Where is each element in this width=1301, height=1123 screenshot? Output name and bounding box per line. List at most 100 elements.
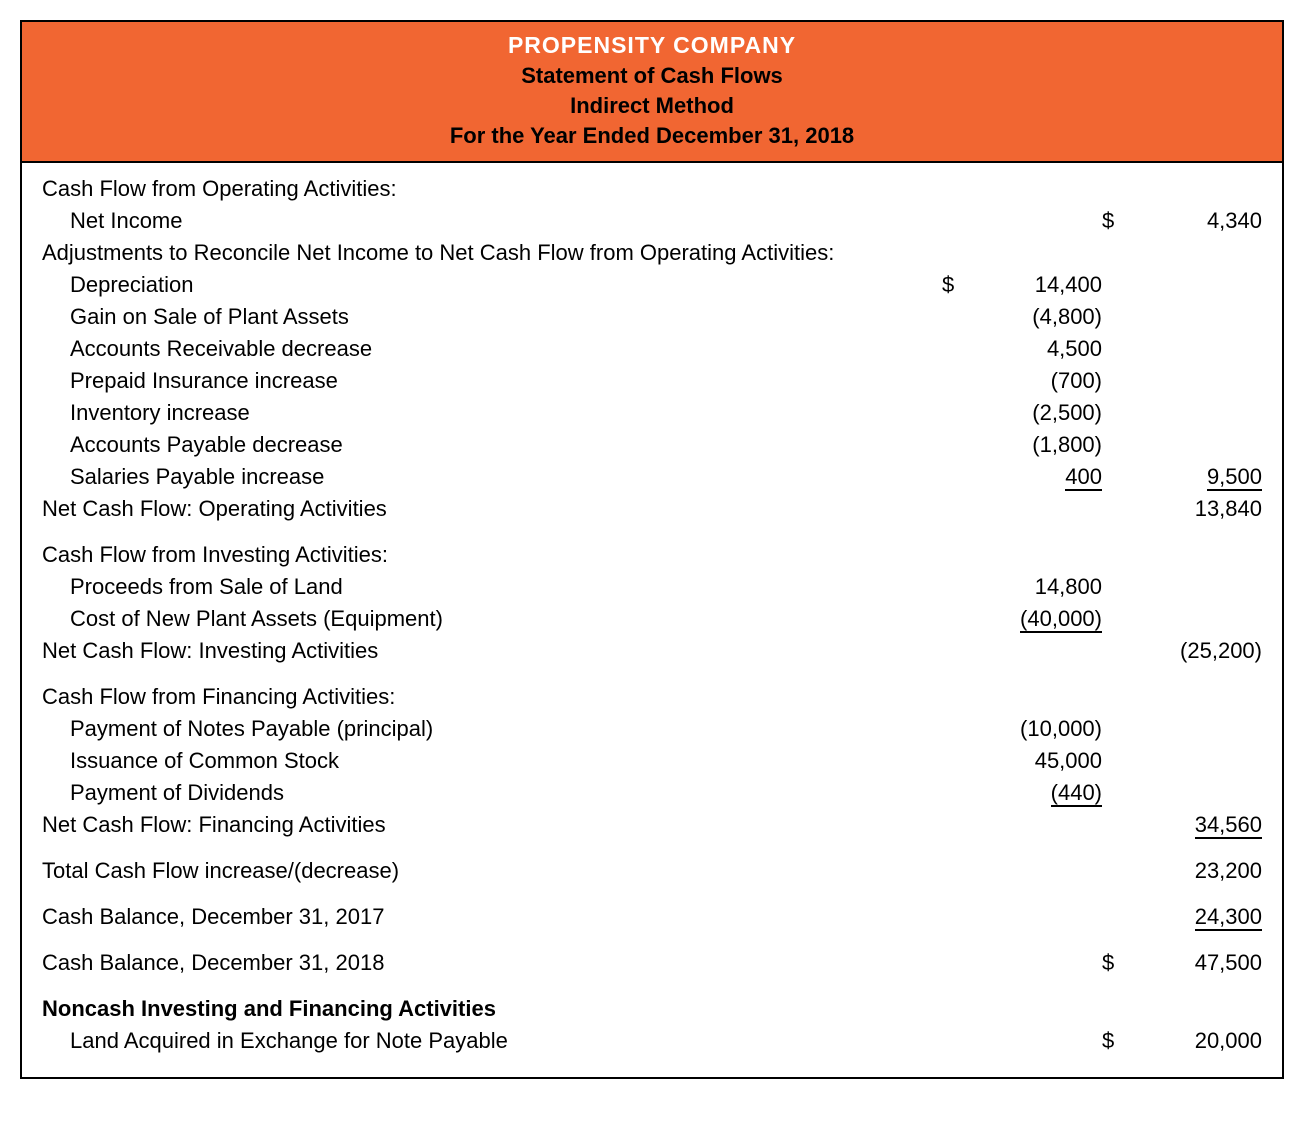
row-col1-value: (440) bbox=[1051, 780, 1102, 807]
row-col1: 4,500 bbox=[942, 333, 1102, 365]
row-label: Net Cash Flow: Operating Activities bbox=[42, 493, 942, 525]
row-col1-value: 45,000 bbox=[1035, 748, 1102, 773]
row-col1-value: 14,400 bbox=[1035, 272, 1102, 297]
statement-row: Total Cash Flow increase/(decrease) 23,20… bbox=[42, 855, 1262, 887]
row-col2: (25,200) bbox=[1102, 635, 1262, 667]
row-col2-value: 9,500 bbox=[1207, 464, 1262, 491]
row-col1: (40,000) bbox=[942, 603, 1102, 635]
statement-row: Net Cash Flow: Operating Activities 13,84… bbox=[42, 493, 1262, 525]
statement-method: Indirect Method bbox=[22, 93, 1282, 119]
row-col2-value: (25,200) bbox=[1180, 638, 1262, 663]
statement-row: Salaries Payable increase 400 9,500 bbox=[42, 461, 1262, 493]
statement-row: Cash Flow from Financing Activities: bbox=[42, 681, 1262, 713]
row-col2-value: 24,300 bbox=[1195, 904, 1262, 931]
row-col2: $47,500 bbox=[1102, 947, 1262, 979]
row-col1-value: (10,000) bbox=[1020, 716, 1102, 741]
statement-row: Net Income $4,340 bbox=[42, 205, 1262, 237]
statement-row: Cash Balance, December 31, 2017 24,300 bbox=[42, 901, 1262, 933]
row-col1-value: (40,000) bbox=[1020, 606, 1102, 633]
statement-body: Cash Flow from Operating Activities:Net … bbox=[22, 163, 1282, 1077]
statement-period: For the Year Ended December 31, 2018 bbox=[22, 123, 1282, 149]
statement-title: Statement of Cash Flows bbox=[22, 63, 1282, 89]
row-col1-value: 400 bbox=[1065, 464, 1102, 491]
row-label: Accounts Payable decrease bbox=[42, 429, 942, 461]
row-label: Adjustments to Reconcile Net Income to N… bbox=[42, 237, 942, 269]
row-col1: (440) bbox=[942, 777, 1102, 809]
statement-header: PROPENSITY COMPANY Statement of Cash Flo… bbox=[22, 22, 1282, 163]
row-col1-value: 4,500 bbox=[1047, 336, 1102, 361]
statement-row: Cash Flow from Operating Activities: bbox=[42, 173, 1262, 205]
statement-row: Cost of New Plant Assets (Equipment) (40,… bbox=[42, 603, 1262, 635]
row-col1: (700) bbox=[942, 365, 1102, 397]
row-col2-value: 23,200 bbox=[1195, 858, 1262, 883]
row-label: Total Cash Flow increase/(decrease) bbox=[42, 855, 942, 887]
dollar-sign: $ bbox=[1102, 205, 1114, 237]
statement-row: Noncash Investing and Financing Activiti… bbox=[42, 993, 1262, 1025]
row-col2: $20,000 bbox=[1102, 1025, 1262, 1057]
dollar-sign: $ bbox=[1102, 1025, 1114, 1057]
statement-row: Adjustments to Reconcile Net Income to N… bbox=[42, 237, 1262, 269]
row-label: Payment of Dividends bbox=[42, 777, 942, 809]
row-label: Proceeds from Sale of Land bbox=[42, 571, 942, 603]
statement-row: Land Acquired in Exchange for Note Payab… bbox=[42, 1025, 1262, 1057]
row-col1: $14,400 bbox=[942, 269, 1102, 301]
statement-row: Cash Balance, December 31, 2018 $47,500 bbox=[42, 947, 1262, 979]
row-col1-value: 14,800 bbox=[1035, 574, 1102, 599]
cash-flow-statement: PROPENSITY COMPANY Statement of Cash Flo… bbox=[20, 20, 1284, 1079]
statement-row: Depreciation$14,400 bbox=[42, 269, 1262, 301]
dollar-sign: $ bbox=[1102, 947, 1114, 979]
row-label: Salaries Payable increase bbox=[42, 461, 942, 493]
row-col1: (4,800) bbox=[942, 301, 1102, 333]
row-label: Net Cash Flow: Financing Activities bbox=[42, 809, 942, 841]
row-label: Prepaid Insurance increase bbox=[42, 365, 942, 397]
row-label: Payment of Notes Payable (principal) bbox=[42, 713, 942, 745]
statement-row: Accounts Payable decrease (1,800) bbox=[42, 429, 1262, 461]
row-label: Cash Flow from Investing Activities: bbox=[42, 539, 942, 571]
row-col2-value: 13,840 bbox=[1195, 496, 1262, 521]
row-col2-value: 4,340 bbox=[1207, 208, 1262, 233]
statement-row: Gain on Sale of Plant Assets (4,800) bbox=[42, 301, 1262, 333]
row-col2: 13,840 bbox=[1102, 493, 1262, 525]
statement-row: Net Cash Flow: Financing Activities 34,56… bbox=[42, 809, 1262, 841]
row-col1-value: (700) bbox=[1051, 368, 1102, 393]
statement-row: Accounts Receivable decrease 4,500 bbox=[42, 333, 1262, 365]
row-col1: 45,000 bbox=[942, 745, 1102, 777]
statement-row: Inventory increase (2,500) bbox=[42, 397, 1262, 429]
statement-row: Proceeds from Sale of Land 14,800 bbox=[42, 571, 1262, 603]
row-label: Land Acquired in Exchange for Note Payab… bbox=[42, 1025, 942, 1057]
row-label: Cost of New Plant Assets (Equipment) bbox=[42, 603, 942, 635]
row-col2: 34,560 bbox=[1102, 809, 1262, 841]
row-col2: $4,340 bbox=[1102, 205, 1262, 237]
row-col1-value: (4,800) bbox=[1032, 304, 1102, 329]
row-col1: (2,500) bbox=[942, 397, 1102, 429]
row-label: Accounts Receivable decrease bbox=[42, 333, 942, 365]
company-name: PROPENSITY COMPANY bbox=[22, 32, 1282, 59]
row-label: Gain on Sale of Plant Assets bbox=[42, 301, 942, 333]
statement-row: Prepaid Insurance increase (700) bbox=[42, 365, 1262, 397]
row-col2: 9,500 bbox=[1102, 461, 1262, 493]
row-label: Cash Balance, December 31, 2018 bbox=[42, 947, 942, 979]
row-col1: 400 bbox=[942, 461, 1102, 493]
row-label: Noncash Investing and Financing Activiti… bbox=[42, 993, 942, 1025]
row-col1: 14,800 bbox=[942, 571, 1102, 603]
row-label: Depreciation bbox=[42, 269, 942, 301]
row-label: Net Cash Flow: Investing Activities bbox=[42, 635, 942, 667]
row-label: Issuance of Common Stock bbox=[42, 745, 942, 777]
statement-row: Payment of Dividends (440) bbox=[42, 777, 1262, 809]
row-col1: (1,800) bbox=[942, 429, 1102, 461]
row-col1: (10,000) bbox=[942, 713, 1102, 745]
statement-row: Cash Flow from Investing Activities: bbox=[42, 539, 1262, 571]
statement-row: Issuance of Common Stock 45,000 bbox=[42, 745, 1262, 777]
row-col1-value: (2,500) bbox=[1032, 400, 1102, 425]
row-label: Cash Flow from Operating Activities: bbox=[42, 173, 942, 205]
row-label: Inventory increase bbox=[42, 397, 942, 429]
dollar-sign: $ bbox=[942, 269, 954, 301]
row-col2: 23,200 bbox=[1102, 855, 1262, 887]
row-col2-value: 20,000 bbox=[1195, 1028, 1262, 1053]
row-label: Cash Flow from Financing Activities: bbox=[42, 681, 942, 713]
row-col1-value: (1,800) bbox=[1032, 432, 1102, 457]
row-col2-value: 34,560 bbox=[1195, 812, 1262, 839]
row-col2-value: 47,500 bbox=[1195, 950, 1262, 975]
row-label: Net Income bbox=[42, 205, 942, 237]
row-label: Cash Balance, December 31, 2017 bbox=[42, 901, 942, 933]
